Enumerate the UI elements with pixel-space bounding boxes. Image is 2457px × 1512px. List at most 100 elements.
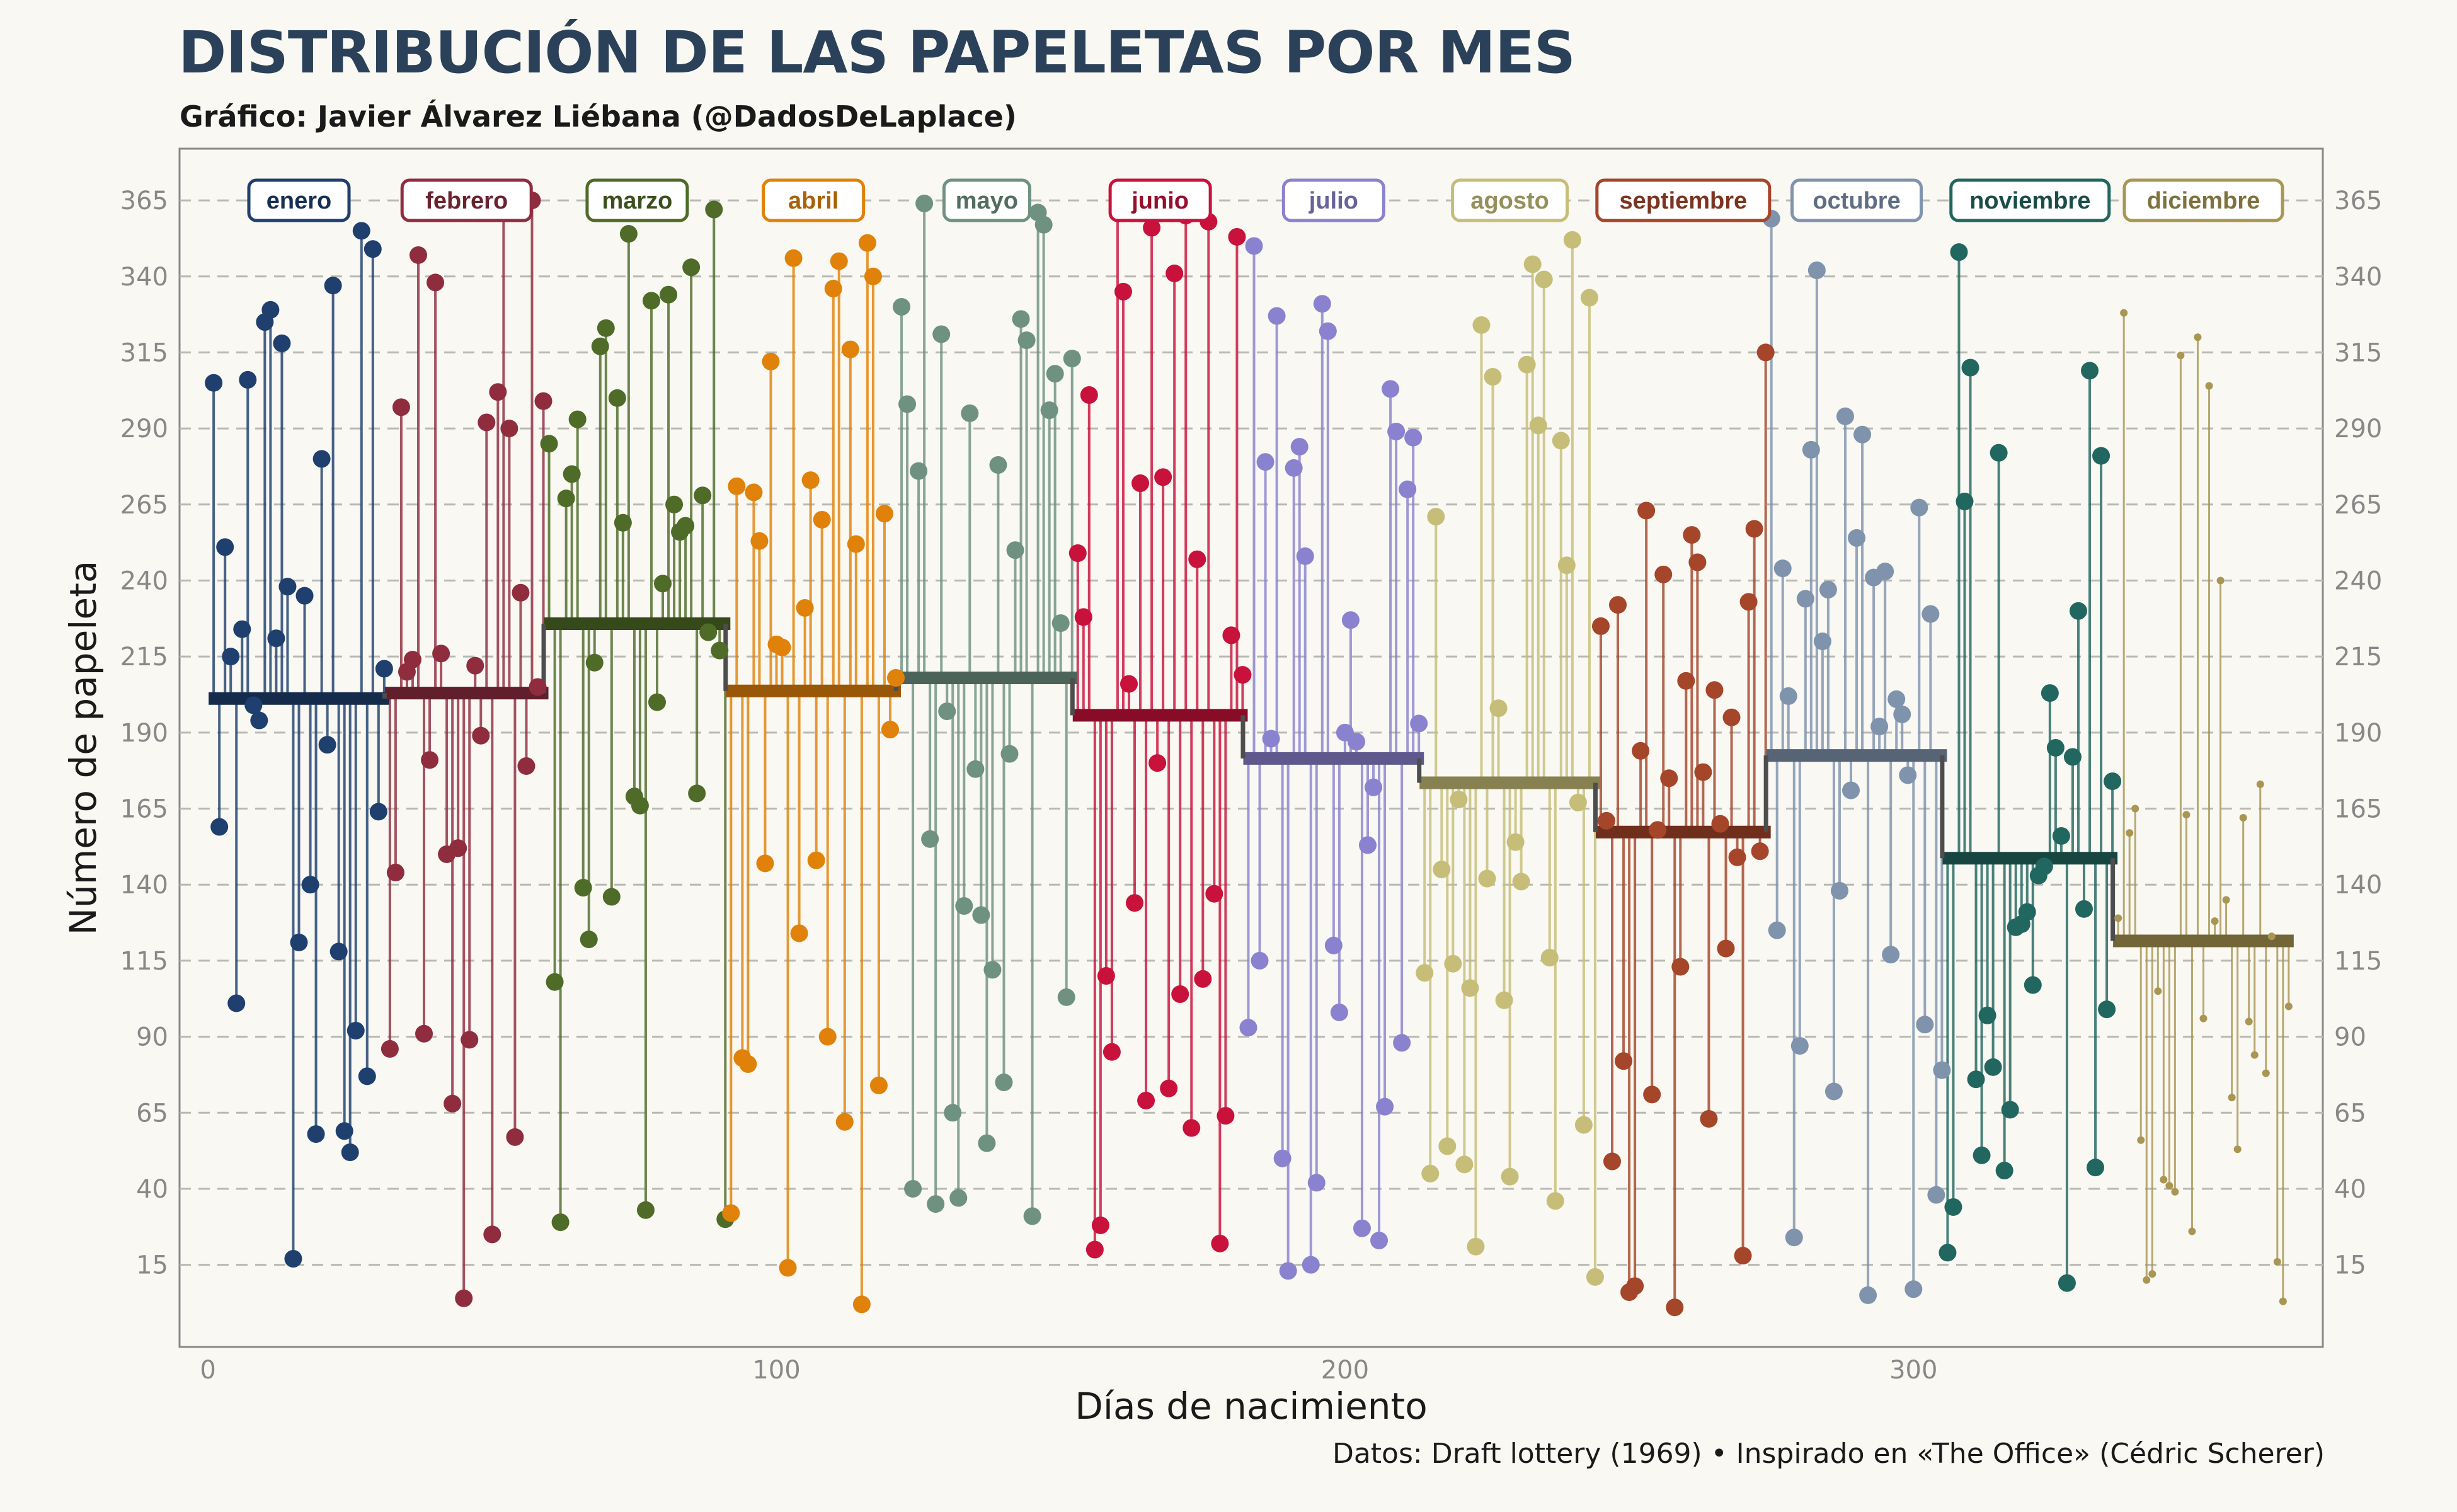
point-junio: [1080, 386, 1098, 404]
point-octubre: [1807, 261, 1826, 280]
point-julio: [1307, 1174, 1326, 1192]
point-diciembre: [2205, 382, 2213, 390]
grid-lines: [180, 199, 2323, 1266]
point-diciembre: [2154, 987, 2162, 995]
point-septiembre: [1739, 593, 1758, 611]
point-agosto: [1518, 355, 1536, 374]
y-tick-label-left: 15: [136, 1251, 168, 1280]
point-noviembre: [1978, 1006, 1996, 1024]
point-septiembre: [1717, 939, 1735, 958]
point-marzo: [665, 495, 684, 513]
point-julio: [1330, 1003, 1348, 1021]
point-abril: [784, 249, 803, 267]
month-label-box-mayo: [942, 178, 1031, 222]
point-septiembre: [1688, 553, 1707, 571]
y-tick-label-left: 240: [120, 566, 168, 595]
month-label-box-enero: [247, 178, 351, 222]
point-diciembre: [2239, 814, 2247, 822]
point-julio: [1302, 1256, 1320, 1274]
point-mayo: [1023, 1207, 1041, 1225]
point-marzo: [619, 225, 638, 243]
point-junio: [1194, 970, 1212, 988]
point-noviembre: [1995, 1162, 2013, 1180]
point-junio: [1114, 282, 1132, 301]
point-marzo: [677, 517, 695, 535]
point-julio: [1353, 1219, 1371, 1237]
point-diciembre: [2160, 1176, 2168, 1184]
point-septiembre: [1728, 848, 1746, 866]
point-noviembre: [2052, 827, 2070, 845]
y-tick-label-left: 215: [120, 643, 168, 672]
point-abril: [722, 1204, 740, 1222]
point-febrero: [455, 1289, 473, 1307]
point-abril: [796, 598, 814, 617]
point-noviembre: [1973, 1146, 1991, 1164]
point-marzo: [551, 1213, 570, 1232]
point-abril: [875, 505, 893, 523]
point-septiembre: [1751, 842, 1769, 861]
point-octubre: [1876, 563, 1894, 581]
point-julio: [1404, 428, 1423, 447]
month-label-box-febrero: [400, 178, 533, 222]
x-tick-label: 100: [752, 1356, 800, 1385]
point-marzo: [540, 435, 558, 453]
point-noviembre: [2046, 739, 2065, 757]
y-tick-label-left: 365: [120, 186, 168, 215]
point-diciembre: [2279, 1297, 2287, 1305]
point-enero: [222, 648, 240, 666]
point-mayo: [978, 1134, 996, 1152]
point-octubre: [1848, 529, 1866, 547]
point-noviembre: [1967, 1070, 1985, 1089]
point-junio: [1228, 227, 1246, 246]
y-tick-label-right: 190: [2334, 719, 2382, 748]
point-julio: [1347, 733, 1365, 751]
month-label-marzo: marzo: [602, 188, 672, 214]
point-enero: [250, 711, 268, 730]
point-abril: [824, 280, 842, 298]
y-tick-label-right: 165: [2334, 795, 2382, 824]
point-junio: [1085, 1240, 1104, 1259]
month-labels: enero febrero marzo abril mayo junio julio agos…: [247, 178, 2284, 222]
x-tick-label: 300: [1889, 1356, 1937, 1385]
point-agosto: [1438, 1137, 1457, 1155]
point-julio: [1358, 836, 1377, 854]
point-abril: [773, 638, 791, 656]
point-mayo: [910, 462, 928, 480]
point-marzo: [648, 693, 667, 711]
point-abril: [881, 721, 899, 739]
point-julio: [1313, 295, 1331, 313]
point-agosto: [1523, 255, 1542, 273]
point-abril: [728, 477, 746, 495]
point-agosto: [1433, 861, 1451, 879]
point-diciembre: [2228, 1094, 2236, 1102]
point-agosto: [1484, 368, 1502, 386]
point-abril: [818, 1028, 837, 1046]
point-diciembre: [2250, 1051, 2259, 1059]
y-tick-label-left: 65: [136, 1099, 168, 1128]
point-mayo: [1017, 331, 1036, 350]
point-octubre: [1819, 580, 1837, 598]
point-junio: [1234, 666, 1252, 684]
point-junio: [1148, 754, 1167, 772]
point-abril: [858, 234, 876, 252]
point-noviembre: [1950, 243, 1968, 261]
point-abril: [739, 1055, 757, 1074]
point-septiembre: [1609, 596, 1627, 614]
point-mayo: [938, 702, 956, 721]
point-julio: [1319, 322, 1337, 340]
point-mayo: [898, 395, 917, 413]
month-label-octubre: octubre: [1813, 188, 1900, 214]
point-octubre: [1785, 1228, 1803, 1247]
point-septiembre: [1643, 1085, 1661, 1104]
point-noviembre: [1984, 1058, 2002, 1076]
point-enero: [369, 803, 387, 821]
point-marzo: [608, 389, 626, 407]
point-julio: [1256, 453, 1274, 471]
point-junio: [1222, 626, 1240, 644]
y-tick-label-left: 315: [120, 338, 168, 367]
point-noviembre: [2075, 900, 2093, 918]
y-tick-label-right: 65: [2334, 1099, 2366, 1128]
point-enero: [290, 933, 308, 951]
y-tick-label-left: 190: [120, 719, 168, 748]
point-enero: [346, 1021, 365, 1040]
